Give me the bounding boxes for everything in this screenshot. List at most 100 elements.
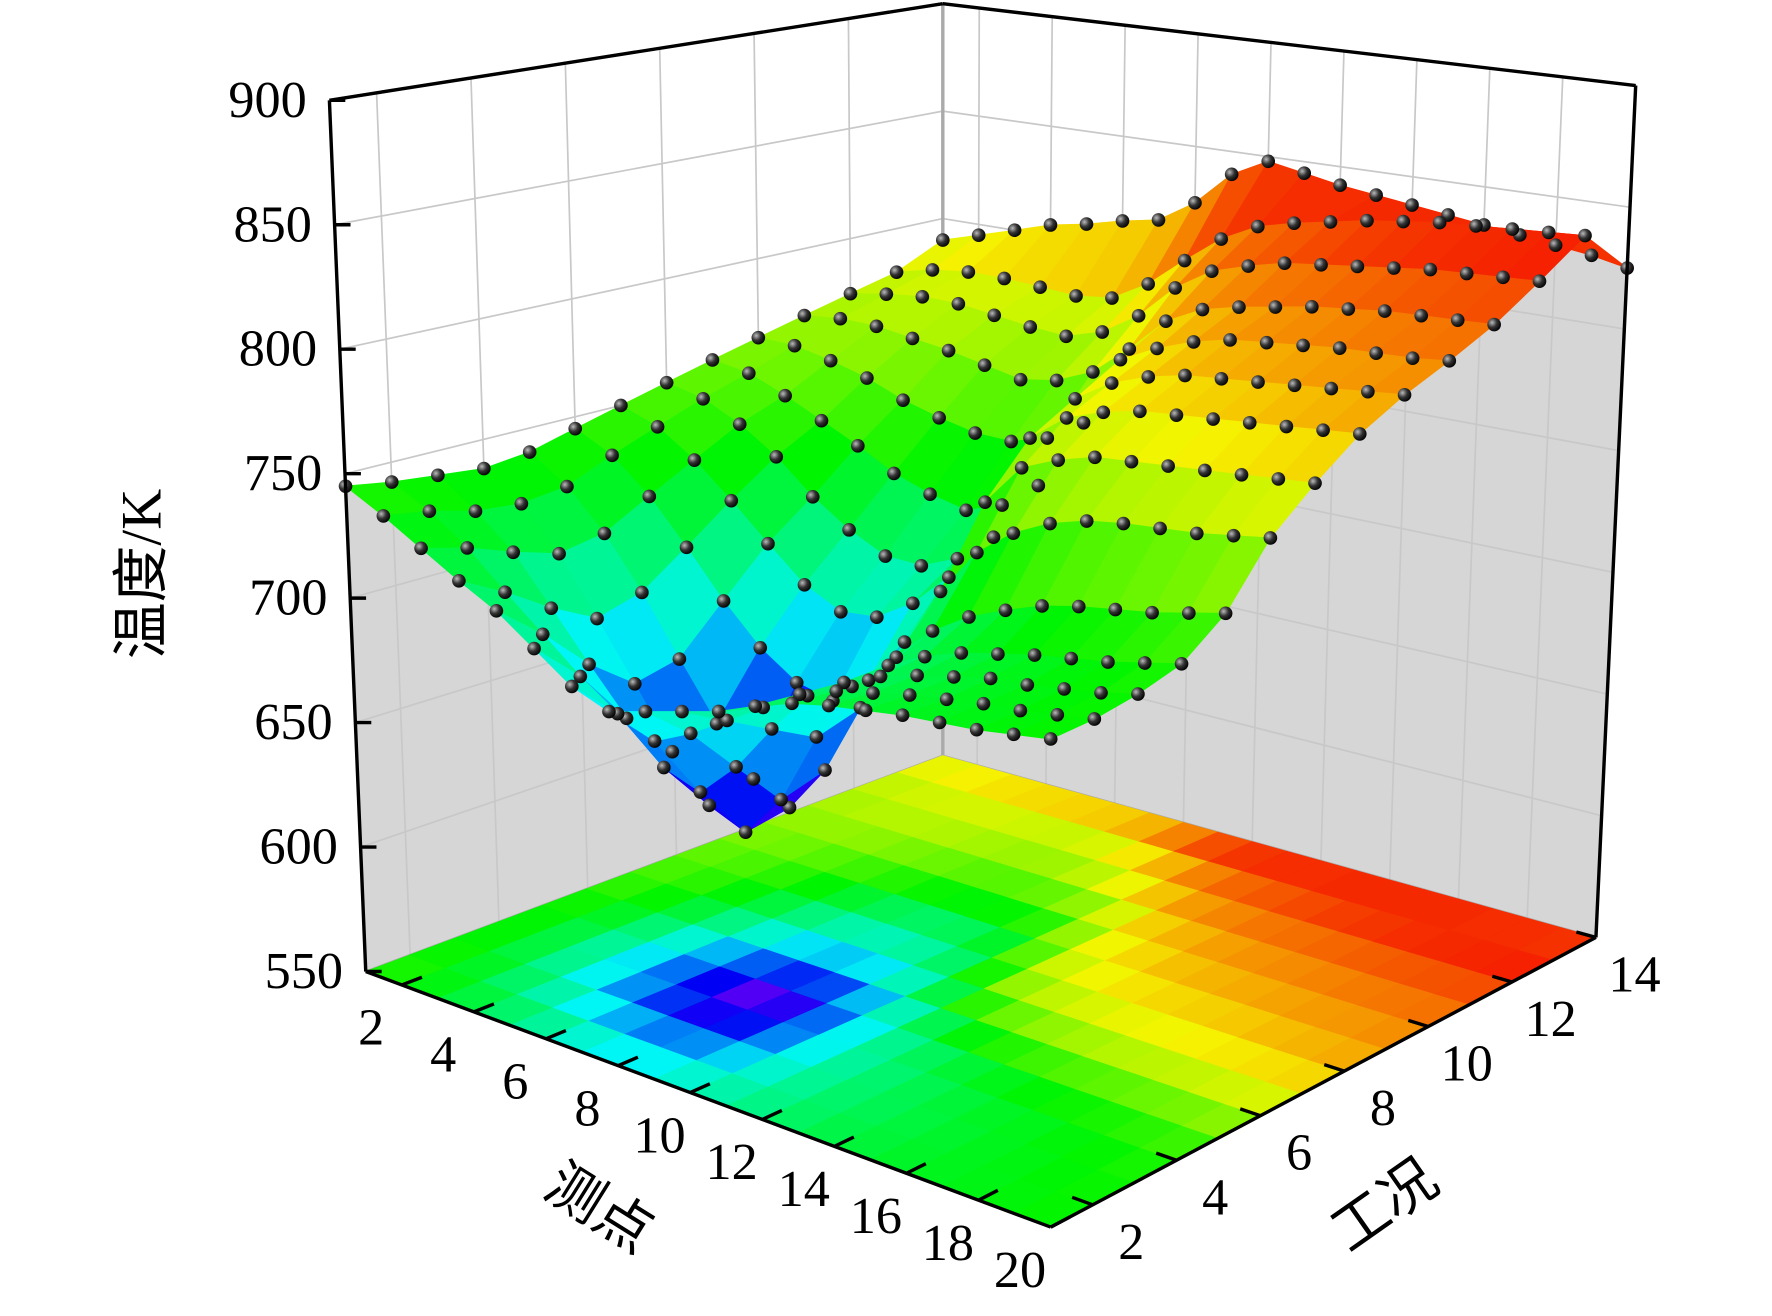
data-point	[976, 696, 991, 711]
data-point	[1369, 346, 1383, 361]
data-point	[1013, 372, 1028, 387]
data-point	[1178, 368, 1192, 383]
data-point	[582, 657, 596, 672]
data-point	[1071, 599, 1086, 614]
data-point	[498, 585, 512, 600]
data-point	[887, 466, 901, 481]
data-point	[962, 610, 976, 624]
data-point	[923, 487, 937, 502]
data-point	[977, 358, 992, 372]
data-point	[748, 699, 763, 713]
data-point	[1068, 391, 1082, 406]
data-point	[970, 545, 984, 560]
x-tick-label: 14	[778, 1160, 830, 1218]
tick-mark	[1407, 1018, 1429, 1029]
data-point	[1234, 467, 1249, 482]
data-point	[422, 504, 437, 519]
data-point	[544, 601, 559, 615]
z-tick-label: 750	[244, 444, 322, 502]
data-point	[959, 503, 973, 518]
data-point	[452, 573, 466, 588]
data-point	[477, 461, 491, 476]
data-point	[522, 445, 537, 459]
data-point	[1308, 476, 1322, 491]
data-point	[1023, 320, 1038, 334]
data-point	[941, 343, 956, 358]
data-point	[860, 371, 874, 385]
data-point	[797, 308, 812, 323]
data-point	[1305, 299, 1319, 314]
data-point	[560, 479, 574, 494]
data-point	[1242, 415, 1257, 430]
data-point	[709, 716, 724, 731]
tick-mark	[977, 1188, 999, 1202]
data-point	[1086, 365, 1100, 379]
data-point	[1450, 313, 1465, 327]
data-point	[778, 388, 792, 403]
data-point	[935, 233, 950, 247]
data-point	[414, 541, 428, 556]
data-point	[851, 438, 865, 453]
data-point	[489, 604, 504, 618]
data-point	[1195, 302, 1210, 317]
data-point	[1186, 335, 1201, 349]
data-point	[1137, 656, 1152, 670]
data-point	[889, 265, 904, 279]
data-point	[597, 526, 612, 541]
data-point	[1004, 434, 1018, 449]
data-point	[914, 558, 929, 573]
data-point	[1027, 648, 1042, 662]
data-point	[1263, 531, 1278, 545]
data-point	[1350, 259, 1365, 274]
tick-mark	[1071, 1195, 1094, 1207]
data-point	[647, 734, 662, 748]
data-point	[805, 490, 820, 504]
tick-mark	[1491, 974, 1513, 984]
data-point	[1177, 253, 1192, 268]
data-point	[1496, 270, 1510, 285]
data-point	[1377, 304, 1392, 318]
data-point	[761, 536, 775, 551]
data-point	[1271, 472, 1286, 486]
data-point	[1122, 342, 1137, 356]
data-point	[932, 715, 947, 730]
y-tick-label: 10	[1441, 1035, 1493, 1093]
y-axis-title: 工况	[1320, 1147, 1449, 1264]
data-point	[1505, 222, 1520, 236]
data-point	[1169, 408, 1184, 422]
data-point	[991, 647, 1005, 661]
data-point	[573, 669, 588, 684]
data-point	[1007, 223, 1022, 238]
data-point	[460, 541, 475, 555]
data-point	[1323, 215, 1338, 229]
data-point	[1096, 405, 1111, 420]
data-point	[552, 546, 566, 561]
x-tick-label: 20	[994, 1241, 1046, 1299]
data-point	[1548, 238, 1563, 253]
data-point	[1405, 351, 1420, 366]
data-point	[1578, 228, 1592, 243]
z-tick-label: 900	[228, 71, 306, 129]
tick-mark	[1239, 1107, 1261, 1118]
data-point	[1040, 431, 1055, 445]
data-point	[905, 596, 920, 611]
z-tick-label: 700	[249, 569, 327, 627]
data-point	[1095, 325, 1110, 339]
data-point	[1332, 341, 1347, 355]
data-point	[1088, 450, 1102, 465]
data-point	[1352, 427, 1367, 441]
data-point	[1251, 375, 1265, 389]
data-point	[1287, 216, 1301, 230]
data-point	[642, 489, 657, 504]
data-point	[829, 684, 844, 698]
data-point	[897, 635, 912, 649]
data-point	[1131, 309, 1146, 323]
data-point	[741, 366, 756, 381]
data-point	[535, 627, 550, 642]
data-point	[925, 624, 940, 638]
data-point	[1043, 516, 1057, 531]
x-axis-title: 测点	[534, 1152, 664, 1266]
data-point	[869, 319, 884, 334]
data-point	[1261, 154, 1276, 169]
